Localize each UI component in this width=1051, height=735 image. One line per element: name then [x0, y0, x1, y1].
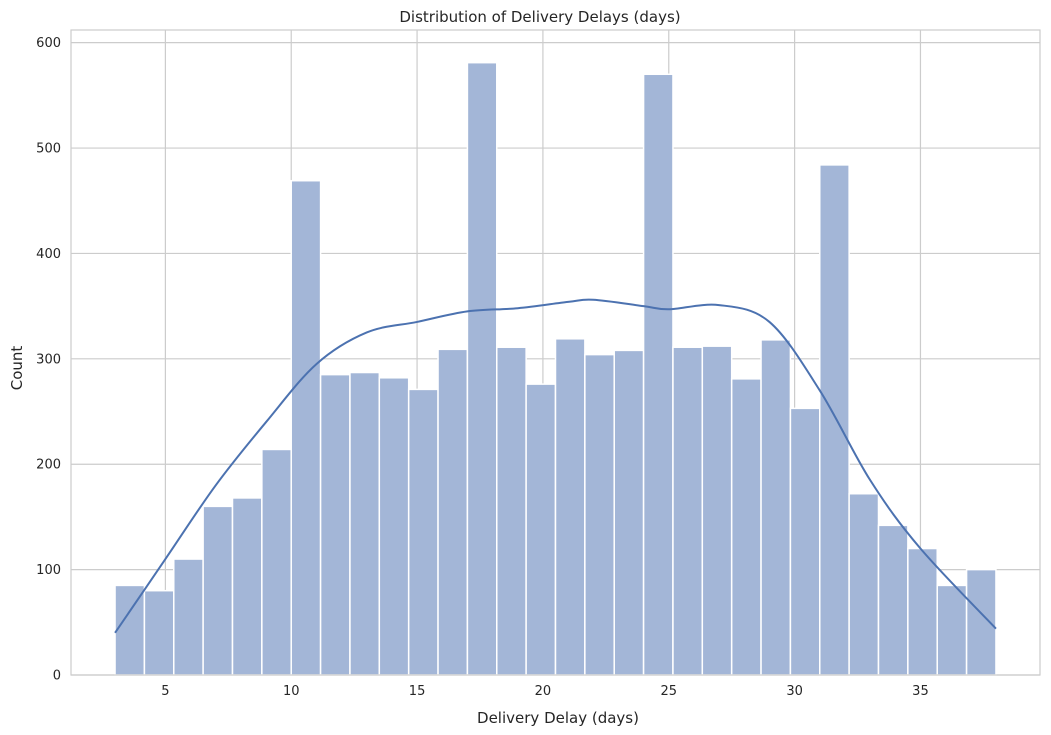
chart-title: Distribution of Delivery Delays (days) [399, 8, 680, 26]
y-tick-label: 0 [53, 669, 61, 684]
histogram-bar [907, 547, 938, 676]
histogram-bar [936, 584, 968, 676]
y-tick-label: 200 [36, 458, 61, 473]
x-tick-label: 20 [535, 684, 552, 699]
histogram-bar [114, 584, 146, 676]
histogram-bars [114, 61, 997, 676]
histogram-bar [760, 339, 792, 676]
histogram-bar [701, 345, 733, 676]
y-tick-label: 500 [36, 142, 61, 157]
histogram-bar [378, 377, 410, 676]
plot-border [70, 29, 1041, 676]
histogram-bar [231, 497, 263, 676]
histogram-bar [173, 558, 204, 676]
x-tick-labels: 5 10 15 20 25 30 35 [161, 684, 928, 699]
histogram-bar [613, 349, 645, 676]
x-tick-label: 35 [912, 684, 929, 699]
histogram-bar [848, 492, 880, 676]
y-axis-title: Count [8, 346, 26, 391]
histogram-bar [819, 164, 850, 676]
histogram-bar [525, 383, 557, 676]
histogram-bar [496, 346, 527, 676]
histogram-bar [466, 61, 498, 676]
plot-frame [70, 29, 1041, 676]
x-axis-title: Delivery Delay (days) [477, 709, 639, 727]
kde-curve [114, 298, 997, 634]
histogram-bar [672, 346, 704, 676]
histogram-bar [877, 524, 909, 676]
x-tick-label: 30 [786, 684, 803, 699]
histogram-bar [261, 448, 292, 676]
histogram-bar [642, 73, 674, 676]
x-tick-label: 25 [660, 684, 677, 699]
x-tick-label: 5 [161, 684, 169, 699]
histogram-bar [202, 505, 234, 676]
histogram-bar [437, 348, 469, 676]
y-tick-label: 300 [36, 352, 61, 367]
y-tick-label: 400 [36, 247, 61, 262]
y-tick-labels: 0 100 200 300 400 500 600 [36, 36, 61, 683]
histogram-bar [730, 378, 762, 676]
histogram-bar [349, 371, 381, 676]
histogram-bar [554, 338, 586, 676]
histogram-bar [584, 353, 615, 676]
histogram-bar [789, 407, 821, 676]
histogram-bar [290, 179, 322, 676]
histogram-bar [143, 589, 175, 676]
y-tick-label: 100 [36, 563, 61, 578]
kde-curve-group [114, 298, 997, 634]
x-tick-label: 15 [409, 684, 426, 699]
x-tick-label: 10 [283, 684, 300, 699]
histogram-bar [319, 373, 351, 676]
y-tick-label: 600 [36, 36, 61, 51]
histogram-bar [407, 388, 439, 676]
histogram-bar [965, 568, 997, 676]
